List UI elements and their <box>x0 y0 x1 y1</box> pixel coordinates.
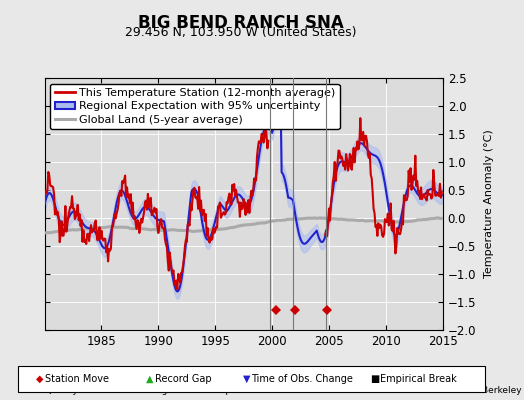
Text: Station Move: Station Move <box>45 374 108 384</box>
Text: Berkeley Earth: Berkeley Earth <box>482 386 524 395</box>
Text: ◆: ◆ <box>36 374 43 384</box>
Text: ▲: ▲ <box>146 374 153 384</box>
Text: ▼: ▼ <box>243 374 250 384</box>
Y-axis label: Temperature Anomaly (°C): Temperature Anomaly (°C) <box>485 130 495 278</box>
Text: ■: ■ <box>370 374 379 384</box>
Text: Empirical Break: Empirical Break <box>380 374 456 384</box>
Legend: This Temperature Station (12-month average), Regional Expectation with 95% uncer: This Temperature Station (12-month avera… <box>50 84 340 129</box>
Text: Time of Obs. Change: Time of Obs. Change <box>252 374 353 384</box>
Text: Record Gap: Record Gap <box>155 374 211 384</box>
Text: 29.456 N, 103.950 W (United States): 29.456 N, 103.950 W (United States) <box>125 26 357 39</box>
Text: Data Quality Controlled and Aligned at Breakpoints: Data Quality Controlled and Aligned at B… <box>21 386 253 395</box>
Text: BIG BEND RANCH SNA: BIG BEND RANCH SNA <box>138 14 344 32</box>
